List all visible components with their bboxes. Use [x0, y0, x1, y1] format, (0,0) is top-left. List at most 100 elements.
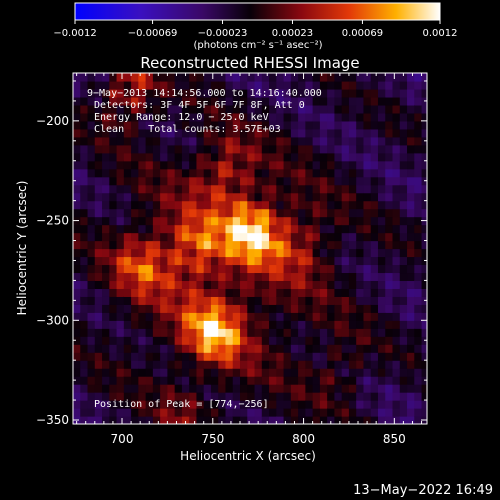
heatmap-cell [348, 128, 357, 138]
heatmap-cell [327, 288, 336, 297]
heatmap-cell [196, 336, 205, 345]
heatmap-cell [298, 408, 306, 417]
heatmap-cell [356, 360, 365, 369]
heatmap-cell [131, 192, 139, 202]
heatmap-cell [247, 128, 256, 138]
heatmap-cell [319, 304, 328, 313]
heatmap-cell [160, 232, 168, 242]
heatmap-cell [167, 264, 176, 274]
heatmap-cell [232, 80, 241, 90]
heatmap-cell [218, 208, 227, 218]
heatmap-cell [283, 320, 292, 329]
heatmap-cell [232, 392, 241, 401]
heatmap-cell [298, 336, 306, 345]
heatmap-cell [145, 88, 154, 98]
colorbar-tick-label: 0.0012 [423, 28, 458, 39]
heatmap-cell [196, 400, 205, 409]
heatmap-cell [94, 280, 103, 289]
heatmap-cell [109, 368, 118, 377]
heatmap-cell [73, 136, 81, 146]
heatmap-cell [356, 112, 365, 122]
heatmap-cell [269, 200, 277, 210]
heatmap-cell [196, 256, 205, 266]
heatmap-cell [399, 352, 408, 361]
heatmap-cell [138, 120, 147, 130]
heatmap-cell [261, 112, 270, 122]
heatmap-cell [348, 352, 357, 361]
heatmap-cell [341, 168, 350, 178]
heatmap-cell [407, 392, 415, 401]
heatmap-cell [240, 128, 248, 138]
heatmap-cell [377, 408, 386, 417]
heatmap-cell [319, 360, 328, 369]
heatmap-cell [167, 328, 176, 337]
heatmap-cell [181, 224, 190, 234]
heatmap-cell [334, 224, 343, 234]
heatmap-cell [290, 320, 299, 329]
heatmap-cell [414, 376, 423, 385]
heatmap-cell [189, 168, 198, 178]
heatmap-cell [210, 416, 219, 424]
heatmap-cell [109, 200, 118, 210]
heatmap-cell [407, 240, 415, 250]
heatmap-cell [152, 192, 161, 202]
heatmap-cell [87, 96, 96, 106]
heatmap-cell [370, 216, 379, 226]
heatmap-cell [341, 160, 350, 170]
heatmap-cell [407, 360, 415, 369]
heatmap-cell [181, 376, 190, 385]
heatmap-cell [370, 104, 379, 114]
heatmap-cell [377, 136, 386, 146]
heatmap-cell [167, 184, 176, 194]
heatmap-cell [276, 96, 285, 106]
heatmap-cell [298, 296, 306, 305]
heatmap-cell [225, 312, 234, 321]
heatmap-cell [261, 200, 270, 210]
heatmap-cell [392, 208, 401, 218]
heatmap-cell [240, 240, 248, 250]
heatmap-cell [196, 88, 205, 98]
heatmap-cell [210, 104, 219, 114]
heatmap-cell [145, 352, 154, 361]
heatmap-cell [261, 352, 270, 361]
heatmap-cell [269, 240, 277, 250]
heatmap-cell [225, 280, 234, 289]
heatmap-cell [131, 352, 139, 361]
heatmap-cell [109, 328, 118, 337]
heatmap-cell [145, 80, 154, 90]
heatmap-cell [377, 152, 386, 162]
heatmap-cell [348, 296, 357, 305]
heatmap-cell [73, 392, 81, 401]
heatmap-cell [348, 168, 357, 178]
heatmap-cell [348, 336, 357, 345]
heatmap-cell [167, 408, 176, 417]
heatmap-cell [399, 384, 408, 393]
heatmap-cell [203, 336, 212, 345]
heatmap-cell [152, 232, 161, 242]
heatmap-cell [392, 88, 401, 98]
heatmap-cell [210, 264, 219, 274]
heatmap-cell [276, 312, 285, 321]
heatmap-cell [123, 88, 132, 98]
heatmap-cell [174, 80, 183, 90]
heatmap-cell [131, 128, 139, 138]
heatmap-cell [138, 344, 147, 353]
heatmap-cell [385, 416, 394, 424]
heatmap-cell [334, 88, 343, 98]
heatmap-cell [312, 376, 321, 385]
heatmap-cell [327, 360, 336, 369]
heatmap-cell [261, 376, 270, 385]
heatmap-cell [399, 184, 408, 194]
heatmap-cell [276, 120, 285, 130]
heatmap-cell [341, 320, 350, 329]
heatmap-cell [298, 176, 306, 186]
heatmap-cell [421, 360, 427, 369]
heatmap-cell [152, 336, 161, 345]
heatmap-cell [87, 144, 96, 154]
heatmap-cell [269, 152, 277, 162]
heatmap-cell [290, 336, 299, 345]
heatmap-cell [94, 160, 103, 170]
heatmap-cell [87, 232, 96, 242]
heatmap-cell [232, 160, 241, 170]
heatmap-cell [102, 152, 110, 162]
